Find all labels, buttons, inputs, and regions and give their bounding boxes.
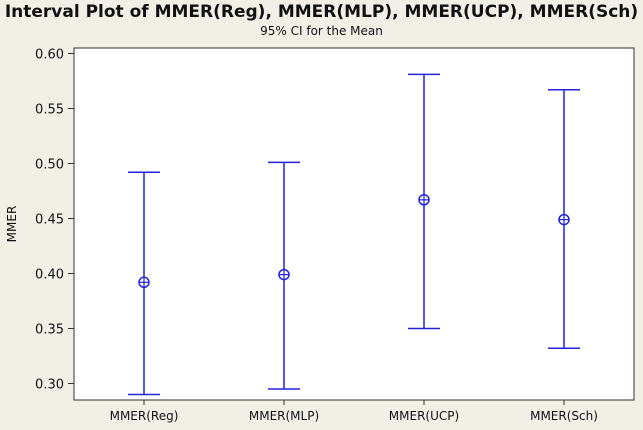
interval-3: [408, 73, 440, 330]
plot-area: [73, 47, 635, 401]
x-tick-label: MMER(MLP): [249, 409, 319, 423]
interval-4: [548, 89, 580, 350]
y-tick-label: 0.35: [35, 323, 64, 338]
x-axis: MMER(Reg) MMER(MLP) MMER(UCP) MMER(Sch): [110, 400, 598, 423]
interval-1: [128, 171, 160, 396]
x-tick-label: MMER(Reg): [110, 409, 179, 423]
interval-2: [268, 161, 300, 390]
y-tick-label: 0.55: [35, 103, 64, 118]
y-axis: 0.30 0.35 0.40 0.45 0.50 0.55 0.60: [35, 48, 74, 393]
y-tick-label: 0.45: [35, 213, 64, 228]
x-tick-label: MMER(Sch): [530, 409, 598, 423]
y-tick-label: 0.50: [35, 158, 64, 173]
chart-title: Interval Plot of MMER(Reg), MMER(MLP), M…: [4, 2, 639, 22]
chart-subtitle: 95% CI for the Mean: [260, 24, 383, 38]
y-axis-label: MMER: [5, 206, 19, 243]
y-tick-label: 0.40: [35, 268, 64, 283]
x-tick-label: MMER(UCP): [389, 409, 459, 423]
y-tick-label: 0.60: [35, 48, 64, 63]
y-tick-label: 0.30: [35, 378, 64, 393]
interval-marks: [128, 73, 580, 396]
